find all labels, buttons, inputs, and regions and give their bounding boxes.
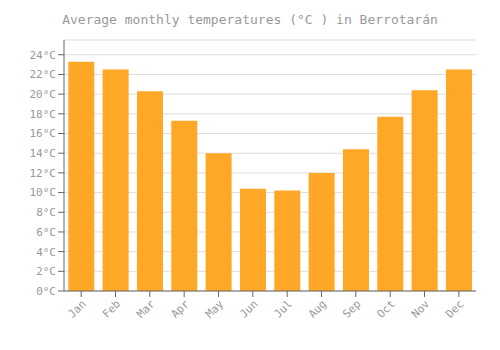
svg-text:Feb: Feb [100, 297, 123, 320]
svg-text:22°C: 22°C [30, 68, 57, 81]
svg-text:Jan: Jan [66, 297, 89, 320]
svg-text:4°C: 4°C [36, 246, 56, 259]
svg-text:Sep: Sep [340, 297, 363, 320]
svg-text:Oct: Oct [375, 297, 398, 320]
svg-text:Jul: Jul [272, 297, 295, 320]
svg-text:12°C: 12°C [30, 167, 57, 180]
svg-text:Aug: Aug [306, 297, 329, 320]
svg-text:Dec: Dec [443, 297, 466, 320]
svg-text:2°C: 2°C [36, 265, 56, 278]
html-text:Average monthly temperatures (: Average monthly temperatures (°C ) in Be… [62, 12, 438, 27]
svg-text:Mar: Mar [134, 297, 158, 321]
svg-text:16°C: 16°C [30, 127, 57, 140]
svg-text:Nov: Nov [409, 297, 433, 321]
svg-text:24°C: 24°C [30, 49, 57, 62]
svg-text:8°C: 8°C [36, 206, 56, 219]
svg-text:18°C: 18°C [30, 108, 57, 121]
svg-text:14°C: 14°C [30, 147, 57, 160]
svg-text:Jun: Jun [237, 297, 260, 320]
svg-text:May: May [203, 297, 227, 321]
svg-text:6°C: 6°C [36, 226, 56, 239]
svg-text:10°C: 10°C [30, 186, 57, 199]
svg-text:0°C: 0°C [36, 285, 56, 298]
svg-text:20°C: 20°C [30, 88, 57, 101]
svg-text:Apr: Apr [169, 297, 193, 321]
